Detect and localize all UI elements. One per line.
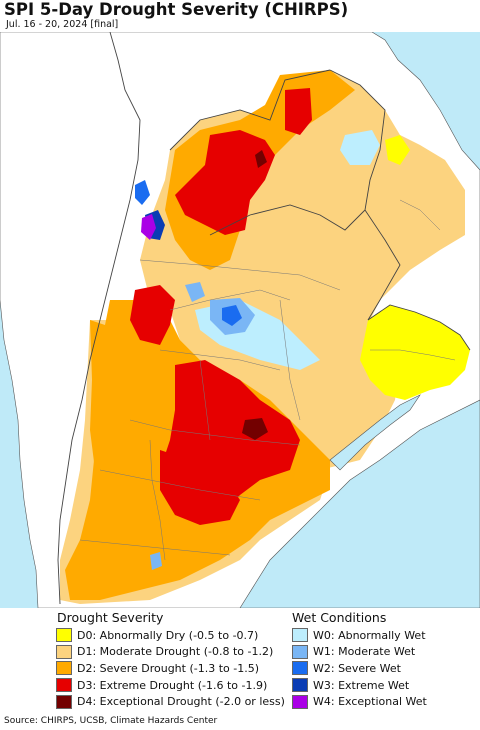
legend: Drought Severity Wet Conditions D0: Abno…	[0, 608, 480, 712]
uruguay-border	[367, 304, 471, 351]
w1-region-south	[150, 552, 162, 570]
swatch-w1	[292, 644, 308, 659]
w4-region	[141, 214, 156, 240]
source-credit: Source: CHIRPS, UCSB, Climate Hazards Ce…	[4, 716, 218, 726]
legend-item-d3: D3: Extreme Drought (-1.6 to -1.9)	[56, 677, 285, 694]
legend-item-w3: W3: Extreme Wet	[292, 677, 427, 694]
d3-region-west	[130, 285, 175, 345]
drought-map	[0, 32, 480, 608]
d3-region-south	[160, 450, 240, 525]
chile-argentina-border	[57, 32, 141, 605]
legend-label-d4: D4: Exceptional Drought (-2.0 or less)	[77, 695, 285, 709]
legend-label-d2: D2: Severe Drought (-1.3 to -1.5)	[77, 661, 260, 675]
map-title: SPI 5-Day Drought Severity (CHIRPS)	[4, 0, 349, 19]
d0-region-ne	[385, 135, 410, 165]
legend-label-w3: W3: Extreme Wet	[313, 678, 410, 692]
drought-legend-heading: Drought Severity	[57, 610, 164, 625]
swatch-d3	[56, 678, 72, 693]
w2-region-2	[135, 180, 150, 205]
legend-item-w1: W1: Moderate Wet	[292, 644, 427, 661]
map-subtitle: Jul. 16 - 20, 2024 [final]	[6, 19, 119, 30]
province-borders	[79, 199, 456, 561]
legend-item-d2: D2: Severe Drought (-1.3 to -1.5)	[56, 660, 285, 677]
w2-region	[222, 305, 242, 326]
paraguay-brazil-border	[329, 69, 386, 211]
legend-label-w1: W1: Moderate Wet	[313, 645, 416, 659]
argentina-paraguay-border	[209, 204, 366, 236]
legend-item-d4: D4: Exceptional Drought (-2.0 or less)	[56, 693, 285, 710]
legend-label-w2: W2: Severe Wet	[313, 661, 401, 675]
legend-item-w0: W0: Abnormally Wet	[292, 627, 427, 644]
swatch-d0	[56, 628, 72, 643]
d4-region-2	[255, 150, 267, 168]
legend-label-d1: D1: Moderate Drought (-0.8 to -1.2)	[77, 645, 274, 659]
legend-label-d0: D0: Abnormally Dry (-0.5 to -0.7)	[77, 628, 259, 642]
drought-field	[60, 70, 470, 604]
d2-region-west	[90, 320, 130, 470]
legend-item-d1: D1: Moderate Drought (-0.8 to -1.2)	[56, 644, 285, 661]
country-borders	[57, 32, 471, 605]
legend-label-w0: W0: Abnormally Wet	[313, 628, 426, 642]
swatch-w4	[292, 694, 308, 709]
swatch-d1	[56, 644, 72, 659]
legend-label-d3: D3: Extreme Drought (-1.6 to -1.9)	[77, 678, 268, 692]
d3-region-chaco	[175, 130, 275, 235]
legend-item-w2: W2: Severe Wet	[292, 660, 427, 677]
legend-item-d0: D0: Abnormally Dry (-0.5 to -0.7)	[56, 627, 285, 644]
wet-legend-heading: Wet Conditions	[292, 610, 387, 625]
d4-region-1	[242, 418, 268, 440]
southern-coast	[239, 399, 480, 608]
legend-label-w4: W4: Exceptional Wet	[313, 695, 427, 709]
bolivia-paraguay-border	[169, 69, 331, 151]
swatch-w2	[292, 661, 308, 676]
swatch-d2	[56, 661, 72, 676]
argentina-brazil-border	[364, 209, 401, 321]
w0-region-2	[340, 130, 380, 165]
d3-region-north	[285, 88, 312, 135]
w1-region-2	[185, 282, 205, 302]
wet-legend-items: W0: Abnormally Wet W1: Moderate Wet W2: …	[292, 627, 427, 710]
swatch-w0	[292, 628, 308, 643]
swatch-w3	[292, 678, 308, 693]
swatch-d4	[56, 694, 72, 709]
river-plate-estuary	[329, 394, 421, 471]
legend-item-w4: W4: Exceptional Wet	[292, 693, 427, 710]
drought-legend-items: D0: Abnormally Dry (-0.5 to -0.7) D1: Mo…	[56, 627, 285, 710]
